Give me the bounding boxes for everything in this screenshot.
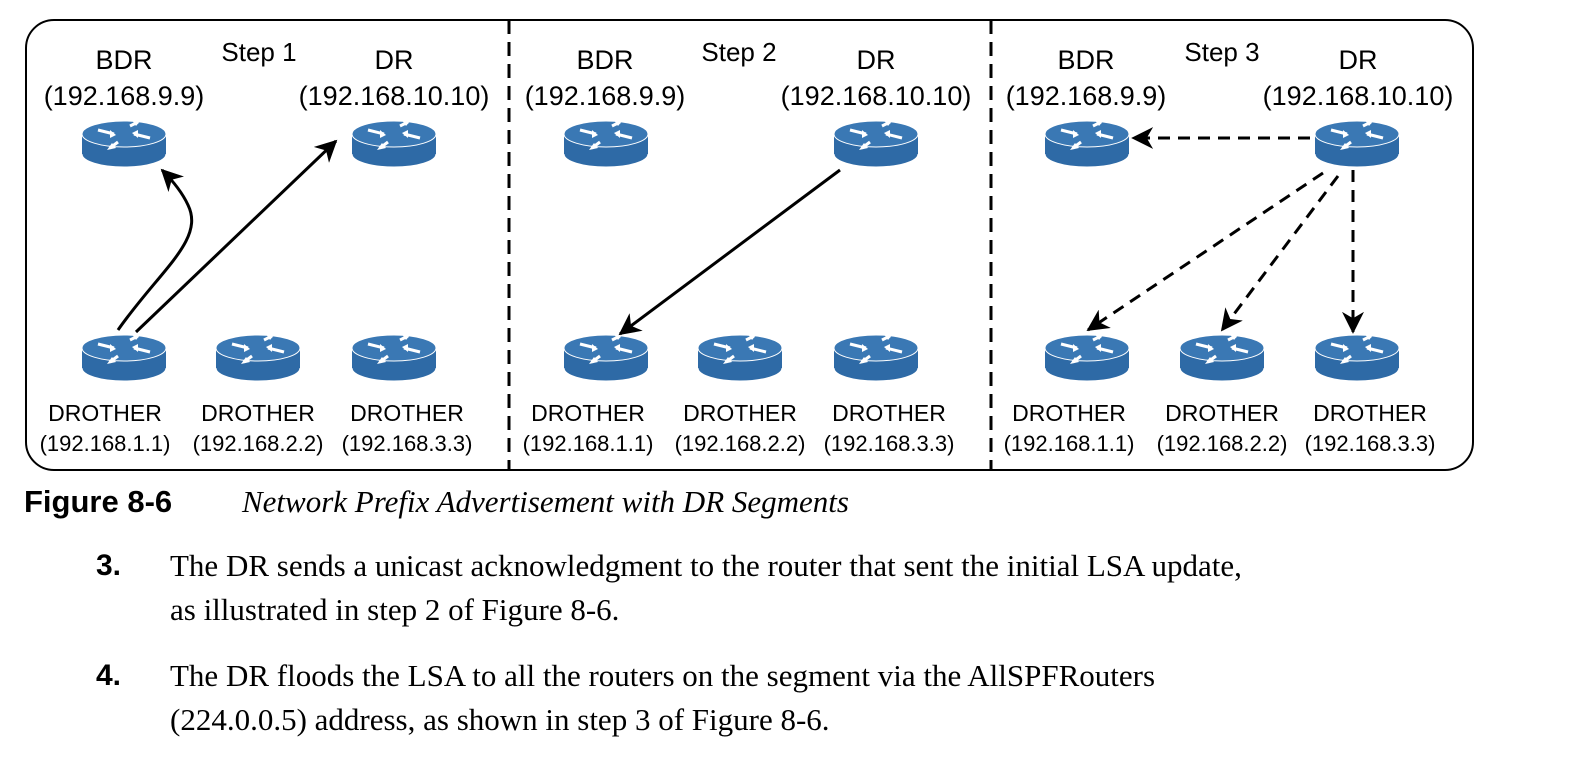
dr-role-label: DR: [375, 45, 414, 75]
list-item-text-line: The DR floods the LSA to all the routers…: [170, 658, 1156, 693]
bdr-ip-label: (192.168.9.9): [44, 81, 205, 111]
bdr-router-icon: [1043, 118, 1131, 169]
step-label: Step 1: [221, 37, 296, 67]
drother-role-label: DROTHER: [531, 400, 645, 426]
diagram-frame: [25, 19, 1474, 471]
drother-router-icon: [1043, 332, 1131, 383]
bdr-role-label: BDR: [576, 45, 633, 75]
drother-role-label: DROTHER: [1313, 400, 1427, 426]
drother-router-icon: [832, 332, 920, 383]
drother-ip-label: (192.168.1.1): [523, 431, 654, 456]
lsa-update-arrow-to-dr: [134, 139, 338, 334]
list-item: 4. The DR floods the LSA to all the rout…: [96, 654, 1556, 742]
drother-router-icon: [696, 332, 784, 383]
step-label: Step 2: [701, 37, 776, 67]
drother-router-icon: [214, 332, 302, 383]
panel-step-2: Step 2 BDR (192.168.9.9) DR (192.168.10.…: [523, 37, 972, 456]
drother-role-label: DROTHER: [350, 400, 464, 426]
drother-ip-label: (192.168.2.2): [1157, 431, 1288, 456]
drother-ip-label: (192.168.2.2): [193, 431, 324, 456]
figure-caption: Figure 8-6 Network Prefix Advertisement w…: [24, 484, 1564, 520]
figure-title: Network Prefix Advertisement with DR Seg…: [242, 484, 849, 519]
bdr-ip-label: (192.168.9.9): [525, 81, 686, 111]
dr-router-icon: [350, 118, 438, 169]
dr-role-label: DR: [1339, 45, 1378, 75]
figure-diagram: Step 1 BDR (192.168.9.9) DR (192.168.10.…: [25, 19, 1474, 471]
list-item-text-line: (224.0.0.5) address, as shown in step 3 …: [170, 702, 830, 737]
drother-role-label: DROTHER: [832, 400, 946, 426]
list-item-text-line: The DR sends a unicast acknowledgment to…: [170, 548, 1242, 583]
drother-router-icon: [350, 332, 438, 383]
dr-role-label: DR: [857, 45, 896, 75]
bdr-ip-label: (192.168.9.9): [1006, 81, 1167, 111]
figure-number: Figure 8-6: [24, 484, 173, 519]
drother-router-icon: [80, 332, 168, 383]
list-item-number: 3.: [96, 549, 122, 582]
drother-router-icon: [1178, 332, 1266, 383]
dr-ip-label: (192.168.10.10): [1263, 81, 1454, 111]
list-item: 3. The DR sends a unicast acknowledgment…: [96, 544, 1556, 632]
drother-role-label: DROTHER: [48, 400, 162, 426]
drother-router-icon: [1313, 332, 1401, 383]
bdr-role-label: BDR: [1057, 45, 1114, 75]
drother-role-label: DROTHER: [201, 400, 315, 426]
list-item-number: 4.: [96, 659, 122, 692]
drother-role-label: DROTHER: [1165, 400, 1279, 426]
drother-role-label: DROTHER: [1012, 400, 1126, 426]
drother-ip-label: (192.168.3.3): [342, 431, 473, 456]
panel-step-3: Step 3 BDR (192.168.9.9) DR (192.168.10.…: [1004, 37, 1454, 456]
drother-ip-label: (192.168.3.3): [1305, 431, 1436, 456]
bdr-role-label: BDR: [95, 45, 152, 75]
unicast-ack-arrow: [618, 168, 841, 336]
drother-router-icon: [562, 332, 650, 383]
dr-router-icon: [1313, 118, 1401, 169]
drother-ip-label: (192.168.1.1): [1004, 431, 1135, 456]
flood-arrow-to-drother-2: [1220, 175, 1340, 332]
lsa-update-arrow-to-bdr: [116, 168, 194, 331]
drother-ip-label: (192.168.1.1): [40, 431, 171, 456]
drother-ip-label: (192.168.3.3): [824, 431, 955, 456]
flood-arrow-to-drother-1: [1086, 171, 1324, 332]
bdr-router-icon: [562, 118, 650, 169]
list-item-text-line: as illustrated in step 2 of Figure 8-6.: [170, 592, 620, 627]
drother-role-label: DROTHER: [683, 400, 797, 426]
panel-step-1: Step 1 BDR (192.168.9.9) DR (192.168.10.…: [40, 37, 490, 456]
step-label: Step 3: [1184, 37, 1259, 67]
dr-router-icon: [832, 118, 920, 169]
dr-ip-label: (192.168.10.10): [781, 81, 972, 111]
dr-ip-label: (192.168.10.10): [299, 81, 490, 111]
bdr-router-icon: [80, 118, 168, 169]
drother-ip-label: (192.168.2.2): [675, 431, 806, 456]
